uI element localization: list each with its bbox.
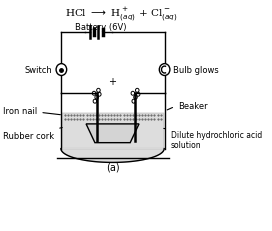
Text: Iron nail: Iron nail [3, 106, 60, 115]
Polygon shape [61, 113, 164, 163]
Text: Battery (6V): Battery (6V) [75, 23, 127, 32]
Text: Bulb glows: Bulb glows [174, 66, 219, 75]
Text: (a): (a) [106, 162, 119, 172]
Circle shape [56, 64, 67, 76]
Text: HCl $\longrightarrow$ H$^+_{(aq)}$ + Cl$^-_{(aq)}$: HCl $\longrightarrow$ H$^+_{(aq)}$ + Cl$… [65, 5, 178, 23]
Text: Switch: Switch [25, 66, 52, 75]
Text: Beaker: Beaker [167, 101, 208, 110]
Circle shape [159, 64, 170, 76]
Text: Dilute hydrochloric acid
solution: Dilute hydrochloric acid solution [164, 129, 262, 150]
Text: +: + [108, 77, 116, 87]
Polygon shape [86, 124, 139, 143]
Text: Rubber cork: Rubber cork [3, 128, 62, 141]
